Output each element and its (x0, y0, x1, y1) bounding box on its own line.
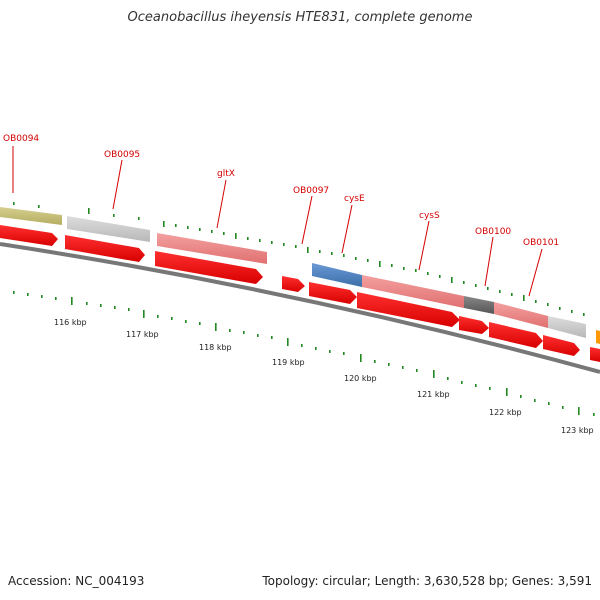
accession-text: Accession: NC_004193 (8, 574, 145, 588)
arrow-1[interactable] (0, 225, 58, 246)
arrow-8[interactable] (489, 322, 543, 348)
kbp-label-117: 117 kbp (126, 330, 159, 339)
feature-ob0100[interactable] (464, 296, 494, 314)
kbp-label-123: 123 kbp (561, 426, 594, 435)
gene-label-ob0097[interactable]: OB0097 (293, 186, 329, 196)
map-title: Oceanobacillus iheyensis HTE831, complet… (127, 10, 473, 25)
gene-label-gltx[interactable]: gltX (217, 169, 235, 179)
feature-cyss[interactable] (362, 275, 464, 308)
feature-ob0094[interactable] (0, 207, 62, 225)
kbp-label-116: 116 kbp (54, 318, 87, 327)
arrow-10[interactable] (590, 347, 600, 362)
feature-next-orange[interactable] (596, 330, 600, 344)
gene-label-ob0095[interactable]: OB0095 (104, 150, 140, 160)
label-leaders (12, 146, 543, 297)
kbp-label-121: 121 kbp (417, 390, 450, 399)
arrow-5[interactable] (309, 282, 357, 304)
kbp-label-120: 120 kbp (344, 374, 377, 383)
inner-scale-ticks (13, 291, 595, 416)
genome-backbone (0, 242, 600, 374)
gene-label-ob0101[interactable]: OB0101 (523, 238, 559, 248)
gene-label-ob0094[interactable]: OB0094 (3, 134, 39, 144)
feature-gltx[interactable] (157, 233, 267, 264)
gene-labels: OB0094 OB0095 gltX OB0097 cysE cysS OB01… (3, 134, 559, 248)
feature-ob0101[interactable] (494, 302, 548, 328)
feature-next-gray[interactable] (548, 316, 586, 338)
kbp-label-118: 118 kbp (199, 343, 232, 352)
arrow-9[interactable] (543, 335, 580, 356)
arrow-4[interactable] (282, 276, 305, 292)
gene-label-cyss[interactable]: cysS (419, 211, 440, 221)
feature-track (0, 207, 600, 344)
gene-label-ob0100[interactable]: OB0100 (475, 227, 511, 237)
arrow-2[interactable] (65, 235, 145, 262)
strand-arrows (0, 225, 600, 362)
arrow-6[interactable] (357, 292, 460, 327)
arrow-7[interactable] (459, 316, 489, 334)
gene-label-cyse[interactable]: cysE (344, 194, 365, 204)
topology-text: Topology: circular; Length: 3,630,528 bp… (262, 574, 592, 588)
kbp-label-122: 122 kbp (489, 408, 522, 417)
kbp-label-119: 119 kbp (272, 358, 305, 367)
feature-ob0097[interactable] (312, 263, 362, 287)
outer-tick-ruler (13, 202, 585, 316)
kbp-labels: 116 kbp 117 kbp 118 kbp 119 kbp 120 kbp … (54, 318, 594, 435)
feature-ob0095[interactable] (67, 216, 150, 242)
arrow-3[interactable] (155, 251, 263, 284)
